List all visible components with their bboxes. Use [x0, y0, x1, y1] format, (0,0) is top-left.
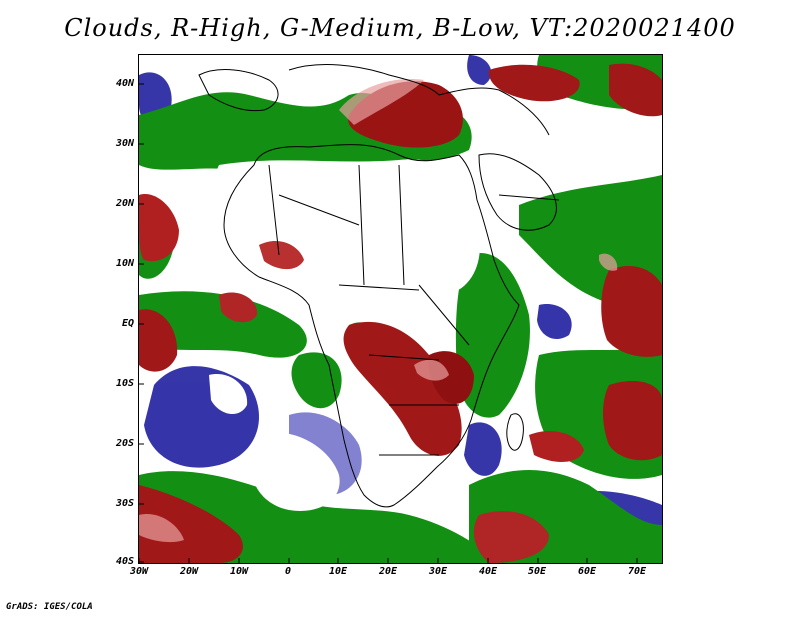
lat-label-30n: 30N	[115, 138, 134, 149]
lat-label-30s: 30S	[115, 498, 134, 509]
lon-label-30e: 30E	[428, 566, 448, 577]
lat-label-10n: 10N	[115, 258, 134, 269]
lon-label-20w: 20W	[179, 566, 199, 577]
lat-label-20n: 20N	[115, 198, 134, 209]
map-title: Clouds, R-High, G-Medium, B-Low, VT:2020…	[64, 14, 736, 42]
grads-credit: GrADS: IGES/COLA	[6, 602, 93, 612]
coastlines	[198, 64, 560, 508]
high-cloud-fringe	[139, 79, 618, 543]
lon-label-0: 0	[284, 566, 292, 577]
cloud-map	[138, 54, 663, 564]
lon-label-60e: 60E	[577, 566, 597, 577]
lat-label-eq: EQ	[121, 318, 134, 329]
lon-label-50e: 50E	[527, 566, 547, 577]
lat-label-40n: 40N	[115, 78, 134, 89]
lon-label-10w: 10W	[229, 566, 249, 577]
clear-areas	[209, 159, 480, 511]
lon-label-40e: 40E	[478, 566, 498, 577]
lat-label-10s: 10S	[115, 378, 134, 389]
lon-label-30w: 30W	[129, 566, 149, 577]
graticule-ticks	[139, 83, 638, 563]
lon-label-70e: 70E	[627, 566, 647, 577]
lat-label-20s: 20S	[115, 438, 134, 449]
lat-label-40s: 40S	[115, 556, 134, 567]
lon-label-20e: 20E	[378, 566, 398, 577]
high-cloud-layer	[139, 63, 662, 563]
lon-label-10e: 10E	[328, 566, 348, 577]
